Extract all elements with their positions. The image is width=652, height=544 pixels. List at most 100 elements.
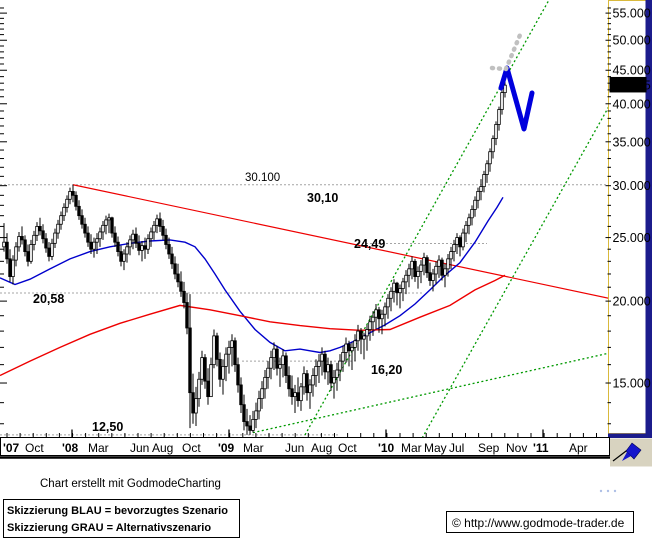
x-axis-label: Jul xyxy=(449,441,464,455)
candle-body xyxy=(461,232,465,248)
y-axis-ticks: 55.000 50.000 45.000 40.000 35.000 30.000 25.0… xyxy=(605,7,651,425)
candle-body xyxy=(8,258,12,277)
candle-body xyxy=(242,404,246,422)
candle-body xyxy=(74,194,78,207)
candle-body xyxy=(170,253,174,265)
y-axis-label: 15.000 xyxy=(613,377,651,391)
candle-body xyxy=(77,205,81,217)
x-axis-label: Mar xyxy=(88,441,109,455)
x-axis-label: '10 xyxy=(378,441,395,455)
candle-body xyxy=(260,388,264,400)
candle-body xyxy=(266,367,270,378)
x-axis-label: Aug xyxy=(311,441,332,455)
candle-body xyxy=(176,273,180,283)
candle-body xyxy=(218,358,222,380)
candle-body xyxy=(380,313,384,320)
candle-body xyxy=(497,109,501,125)
candle-body xyxy=(197,378,201,400)
candle-body xyxy=(281,355,285,366)
candle-body xyxy=(398,288,402,294)
watermark-dots xyxy=(599,489,617,493)
candle-body xyxy=(53,232,57,244)
sketch-scenario-blue-preferred xyxy=(498,65,535,132)
candle-body xyxy=(455,237,459,245)
candle-body xyxy=(32,234,36,245)
candle-body xyxy=(326,364,330,373)
candle-body xyxy=(173,263,177,275)
candle-body xyxy=(389,290,393,299)
candle-body xyxy=(356,330,360,342)
candle-body xyxy=(359,330,363,340)
candle-body xyxy=(110,217,114,234)
x-axis-label: Mar xyxy=(401,441,422,455)
level-label: 20,58 xyxy=(33,292,64,306)
candle-body xyxy=(191,392,195,414)
candle-body xyxy=(452,244,456,252)
y-axis-label: 45.000 xyxy=(613,64,651,78)
candle-body xyxy=(44,238,48,249)
x-axis-label: Mar xyxy=(243,441,264,455)
level-label: 24,49 xyxy=(354,237,385,251)
candle-body xyxy=(86,232,90,243)
x-axis-label: '09 xyxy=(218,441,235,455)
y-axis-label: 40.000 xyxy=(613,97,651,111)
candle-body xyxy=(161,226,165,236)
url-box[interactable]: © http://www.godmode-trader.de xyxy=(446,511,634,533)
candle-body xyxy=(473,199,477,210)
candle-body xyxy=(476,191,480,201)
candle-body xyxy=(230,340,234,348)
candle-body xyxy=(425,257,429,274)
candle-body xyxy=(2,241,6,248)
candle-body xyxy=(404,274,408,283)
candle-body xyxy=(503,84,507,94)
candle-body xyxy=(68,191,72,200)
level-label: 30.100 xyxy=(245,172,280,184)
legend-line-gray: Skizzierung GRAU = Alternativszenario xyxy=(7,522,211,534)
pushpin-button[interactable] xyxy=(610,438,652,467)
candle-body xyxy=(323,353,327,373)
candle-body xyxy=(203,357,207,382)
level-label: 12,50 xyxy=(92,420,123,434)
x-axis-label: Jun xyxy=(285,441,304,455)
candle-body xyxy=(275,348,279,369)
candle-body xyxy=(251,419,255,431)
candle-body xyxy=(146,238,150,250)
window-right-border xyxy=(645,0,652,438)
candle-body xyxy=(335,369,339,378)
x-axis-label: Oct xyxy=(338,441,357,455)
y-axis-panel-frame xyxy=(608,0,647,434)
candle-body xyxy=(317,360,321,367)
candle-body xyxy=(278,364,282,369)
y-axis-label: 35.000 xyxy=(613,135,651,149)
candle-body xyxy=(320,353,324,362)
candle-body xyxy=(428,272,432,281)
candle-body xyxy=(437,259,441,267)
candle-body xyxy=(500,92,504,110)
candle-body xyxy=(155,218,159,226)
y-axis-label: 50.000 xyxy=(613,34,651,48)
candle-body xyxy=(80,215,84,225)
candle-body xyxy=(116,241,120,252)
candle-body xyxy=(290,388,294,398)
legend-line-blue: Skizzierung BLAU = bevorzugtes Szenario xyxy=(7,505,228,517)
x-axis-label: '11 xyxy=(533,441,549,455)
candle-body xyxy=(395,282,399,294)
pushpin-icon xyxy=(612,442,642,462)
candle-body xyxy=(5,241,9,260)
level-lines-layer xyxy=(0,184,608,436)
candle-body xyxy=(488,151,492,165)
candle-body xyxy=(470,209,474,219)
candle-body xyxy=(419,264,423,272)
candle-body xyxy=(302,373,306,388)
candle-body xyxy=(440,259,444,276)
candle-body xyxy=(308,384,312,394)
candle-body xyxy=(125,246,129,255)
candle-body xyxy=(305,373,309,394)
current-price-badge xyxy=(609,76,647,93)
candle-body xyxy=(485,163,489,175)
candle-body xyxy=(122,253,126,262)
candle-body xyxy=(362,335,366,340)
candle-body xyxy=(212,335,216,366)
candle-body xyxy=(95,238,99,243)
x-axis-label: Jun xyxy=(130,441,149,455)
